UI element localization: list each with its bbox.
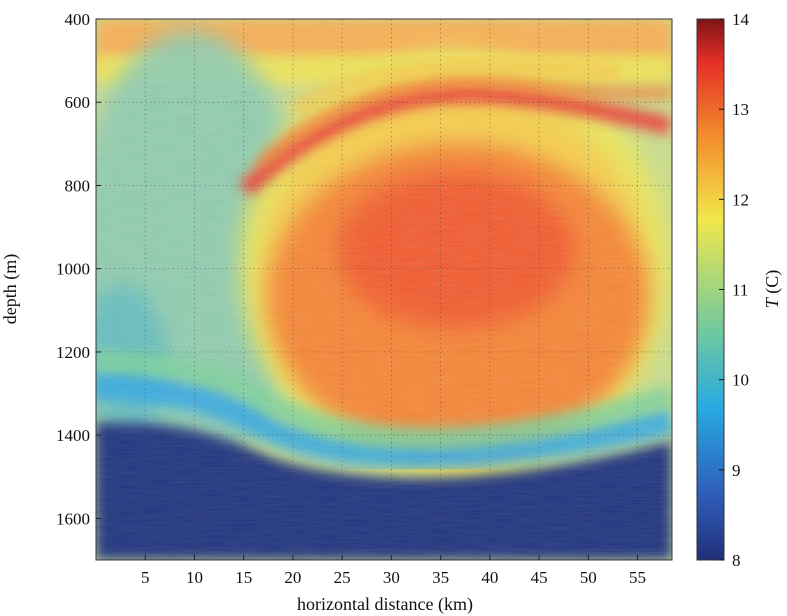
x-tick-label: 35 [432, 568, 449, 587]
y-tick-label: 1200 [56, 343, 90, 362]
y-tick-label: 1600 [56, 509, 90, 528]
x-tick-label: 25 [334, 568, 351, 587]
x-tick-label: 20 [284, 568, 301, 587]
colorbar-label-unit: (C) [762, 270, 783, 299]
y-axis-label: depth (m) [0, 254, 21, 324]
colorbar-tick-label: 10 [732, 371, 749, 390]
x-axis-label: horizontal distance (km) [297, 594, 473, 615]
plot-frame [95, 18, 673, 561]
colorbar: 8 9 10 11 12 13 14 T (C) [696, 10, 783, 570]
y-tick-label: 1400 [56, 426, 90, 445]
colorbar-tick-label: 13 [732, 100, 749, 119]
x-tick-label: 30 [383, 568, 400, 587]
grid-lines [96, 19, 672, 560]
x-tick-label: 50 [580, 568, 597, 587]
x-tick-label: 15 [235, 568, 252, 587]
colorbar-ticks: 8 9 10 11 12 13 14 [719, 10, 750, 570]
colorbar-tick-label: 12 [732, 190, 749, 209]
colorbar-tick-label: 14 [732, 10, 750, 29]
colorbar-label: T (C) [762, 270, 783, 309]
x-tick-label: 45 [531, 568, 548, 587]
heatmap-field [96, 19, 672, 560]
texture-overlay [96, 19, 672, 560]
x-tick-label: 40 [481, 568, 498, 587]
x-axis: 5 10 15 20 25 30 35 40 45 50 55 [141, 555, 646, 587]
colorbar-tick-label: 11 [732, 281, 748, 300]
x-tick-label: 55 [629, 568, 646, 587]
y-tick-label: 600 [65, 93, 91, 112]
colorbar-label-variable: T [762, 296, 782, 308]
y-axis: 400 600 800 1000 1200 1400 1600 [56, 10, 101, 528]
colorbar-tick-label: 9 [732, 461, 741, 480]
colorbar-tick-label: 8 [732, 551, 741, 570]
y-tick-label: 400 [65, 10, 91, 29]
x-tick-label: 10 [186, 568, 203, 587]
y-tick-label: 800 [65, 176, 91, 195]
y-tick-label: 1000 [56, 260, 90, 279]
x-tick-label: 5 [141, 568, 150, 587]
